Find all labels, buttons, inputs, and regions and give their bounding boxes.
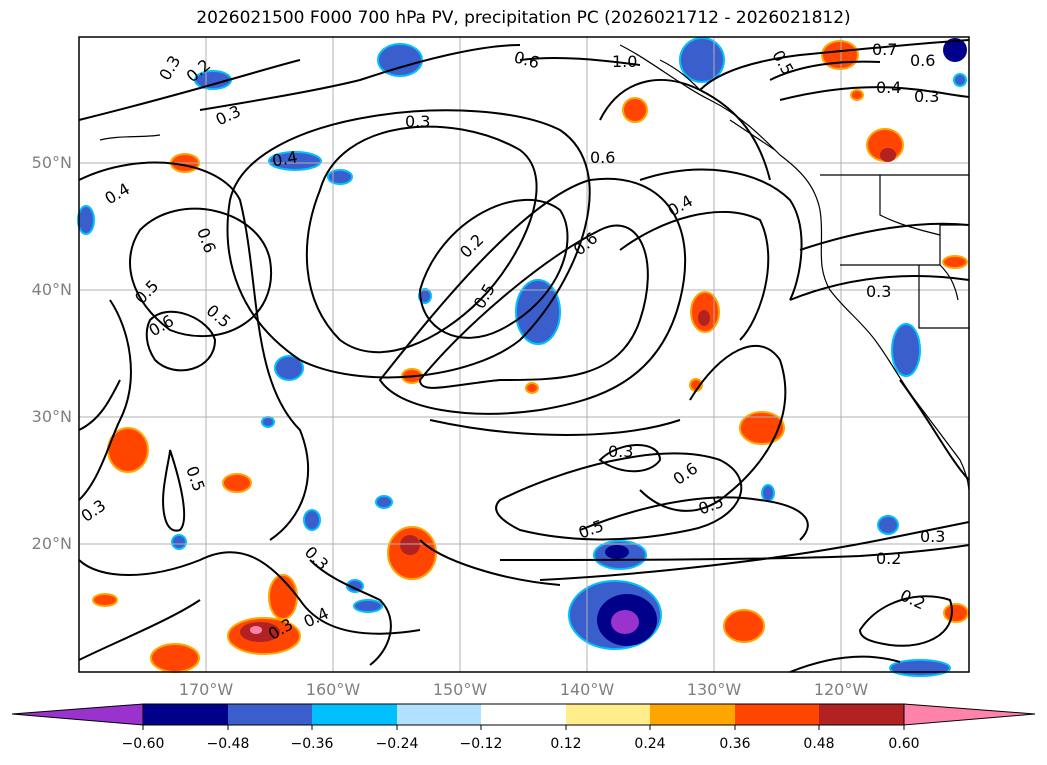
colorbar-segment — [566, 704, 650, 725]
lat-label-30n: 30°N — [31, 407, 72, 426]
contour-label: 0.3 — [914, 87, 939, 106]
colorbar-tick-label: −0.12 — [459, 736, 503, 752]
colorbar-tick-label: −0.60 — [121, 736, 165, 752]
contour-label: 0.6 — [910, 51, 935, 70]
map-frame — [78, 36, 970, 673]
lat-label-40n: 40°N — [31, 280, 72, 299]
colorbar-tick-label: 0.60 — [888, 736, 920, 752]
colorbar-segment — [228, 704, 312, 725]
contour-label: 0.3 — [608, 442, 633, 461]
lat-label-20n: 20°N — [31, 534, 72, 553]
colorbar-segment — [735, 704, 819, 725]
colorbar-segment — [650, 704, 735, 725]
coastlines — [99, 44, 970, 491]
colorbar-segment — [11, 703, 144, 726]
colorbar-tick-label: 0.36 — [719, 736, 751, 752]
lat-label-50n: 50°N — [31, 153, 72, 172]
colorbar-tick-label: −0.36 — [290, 736, 334, 752]
map-gridlines — [79, 37, 969, 672]
colorbar-tick-label: 0.48 — [803, 736, 835, 752]
contour-label: 0.3 — [920, 527, 945, 546]
colorbar-segment — [481, 704, 566, 725]
map-background — [79, 37, 969, 672]
colorbar-segment — [397, 704, 481, 725]
contour-label: 0.4 — [271, 147, 299, 170]
contour-label: 0.7 — [872, 40, 897, 59]
lon-label-170w: 170°W — [178, 680, 234, 699]
colorbar-tick-label: 0.24 — [634, 736, 666, 752]
colorbar-tick-label: −0.24 — [375, 736, 419, 752]
lon-label-150w: 150°W — [432, 680, 488, 699]
contour-label: 0.3 — [405, 112, 430, 131]
colorbar-segment — [143, 704, 228, 725]
lon-label-130w: 130°W — [686, 680, 742, 699]
lon-label-160w: 160°W — [305, 680, 361, 699]
contour-label: 0.3 — [866, 282, 891, 301]
figure-title: 2026021500 F000 700 hPa PV, precipitatio… — [196, 8, 851, 28]
colorbar — [11, 703, 1036, 730]
lon-label-140w: 140°W — [559, 680, 615, 699]
contour-label: 0.4 — [876, 78, 901, 97]
contour-label: 1.0 — [612, 52, 637, 71]
lon-label-120w: 120°W — [813, 680, 869, 699]
pv-contours — [78, 39, 970, 673]
colorbar-segment — [819, 704, 904, 725]
contour-label: 0.2 — [876, 549, 901, 568]
colorbar-segment — [903, 703, 1036, 726]
colorbar-tick-label: −0.48 — [206, 736, 250, 752]
colorbar-tick-label: 0.12 — [550, 736, 582, 752]
colorbar-segment — [312, 704, 397, 725]
contour-label: 0.6 — [590, 148, 615, 167]
